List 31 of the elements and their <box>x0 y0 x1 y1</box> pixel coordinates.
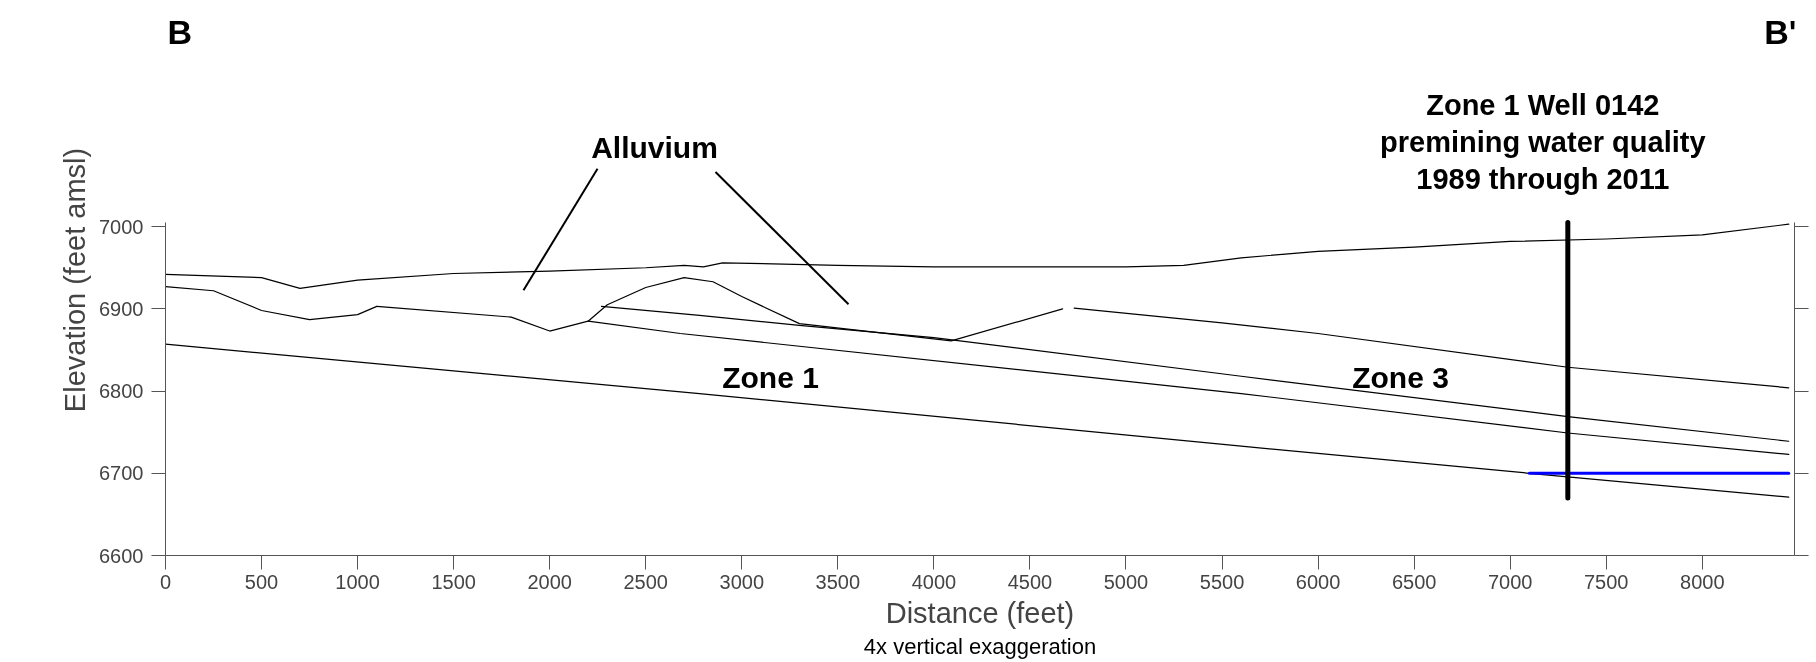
y-tick-label: 6600 <box>99 544 144 567</box>
x-tick-label: 8000 <box>1680 570 1725 593</box>
y-tick-label: 6700 <box>99 462 144 485</box>
x-tick-label: 500 <box>244 570 279 593</box>
x-tick-label: 6000 <box>1295 570 1341 593</box>
text: B' <box>1764 13 1797 52</box>
x-tick-label: 5500 <box>1199 570 1245 593</box>
y-axis-title: Elevation (feet amsl) <box>59 147 92 413</box>
x-tick-label: 0 <box>159 570 172 593</box>
text: B <box>167 13 193 52</box>
x-tick-label: 2000 <box>527 570 572 593</box>
x-tick-label: 4000 <box>911 570 957 593</box>
x-tick-label: 3000 <box>719 570 765 593</box>
x-axis-title: Distance (feet) <box>885 596 1075 629</box>
x-tick-label: 5000 <box>1103 570 1149 593</box>
x-tick-label: 1500 <box>431 570 476 593</box>
text: Zone 1 Well 0142 premining water quality 1989 through 2011 <box>1380 88 1706 195</box>
annotation: Zone 3 <box>1352 360 1449 394</box>
x-tick-label: 6500 <box>1391 570 1437 593</box>
x-tick-label: 3500 <box>815 570 861 593</box>
text: Alluvium <box>591 130 718 164</box>
x-tick-label: 4500 <box>1007 570 1053 593</box>
y-tick-label: 6900 <box>99 297 144 320</box>
x-tick-label: 7500 <box>1584 570 1629 593</box>
y-tick-label: 7000 <box>99 215 144 238</box>
x-tick-label: 2500 <box>623 570 668 593</box>
x-tick-label: 1000 <box>335 570 380 593</box>
x-tick-label: 7000 <box>1487 570 1533 593</box>
text: 4x vertical exaggeration <box>863 633 1097 659</box>
y-tick-label: 6800 <box>99 380 144 403</box>
annotation: Zone 1 <box>722 360 819 394</box>
